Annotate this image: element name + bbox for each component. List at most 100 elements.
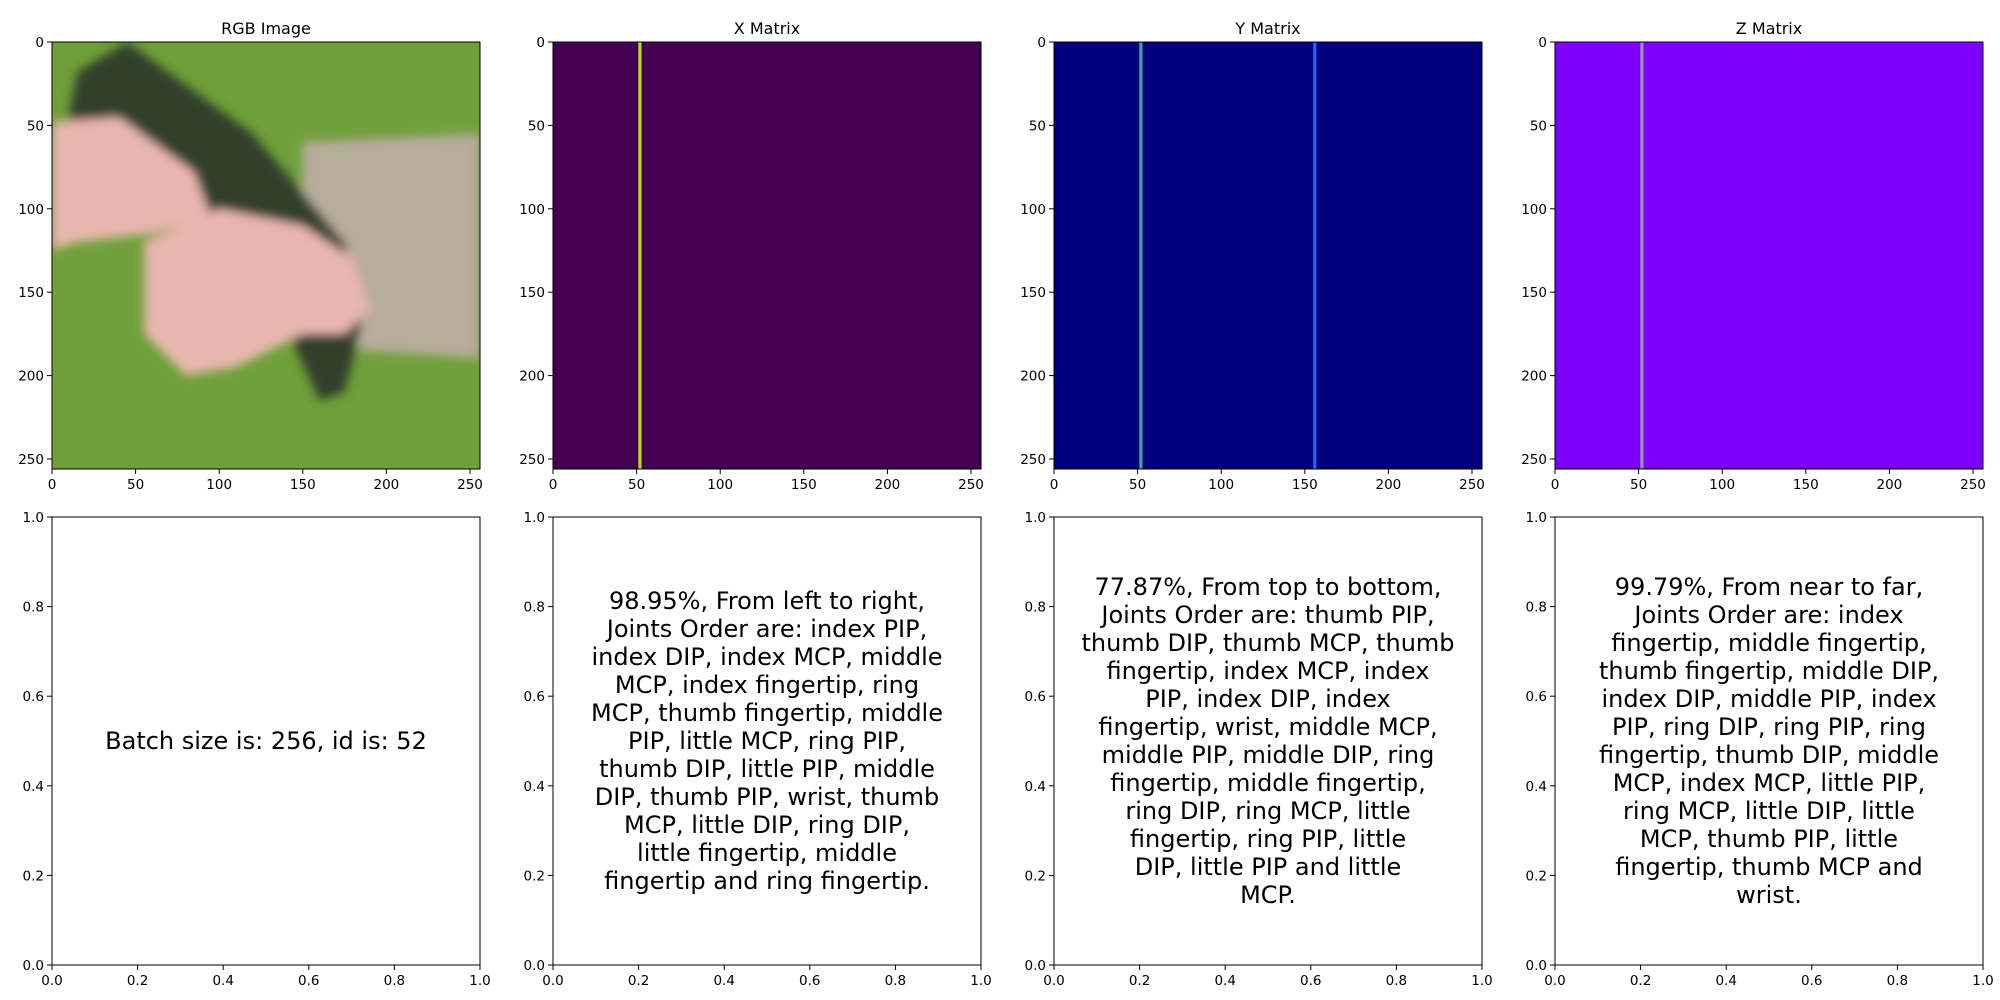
panel-text-line: ring DIP, ring MCP, little — [1125, 797, 1410, 825]
photo-hand-lower — [144, 208, 370, 376]
x-tick-label: 0.2 — [1129, 973, 1150, 989]
x-tick-label: 0.8 — [384, 973, 405, 989]
y-tick-label: 0.4 — [524, 779, 545, 795]
y-tick-label: 250 — [1020, 452, 1046, 468]
panel-text-line: thumb DIP, thumb MCP, thumb — [1081, 629, 1454, 657]
y-tick-label: 250 — [1521, 452, 1547, 468]
y-tick-label: 0.0 — [23, 958, 44, 974]
text-panel-background — [1054, 517, 1482, 965]
x-tick-label: 0.2 — [628, 973, 649, 989]
y-tick-label: 0.6 — [524, 689, 545, 705]
y-tick-label: 50 — [528, 118, 545, 134]
axes-frame — [1053, 516, 1483, 966]
x-tick-label: 0.0 — [1043, 973, 1064, 989]
y-tick-label: 0.8 — [1025, 600, 1046, 616]
y-tick-label: 0.4 — [23, 779, 44, 795]
panel-text-line: 98.95%, From left to right, — [609, 587, 925, 615]
y-tick-label: 150 — [519, 285, 545, 301]
x-tick-label: 0.2 — [127, 973, 148, 989]
axes-frame — [1053, 41, 1483, 470]
x-tick-label: 0 — [48, 477, 57, 493]
x-tick-label: 1.0 — [469, 973, 490, 989]
text-panel-background — [52, 517, 480, 965]
panel-text-line: DIP, little PIP and little — [1135, 853, 1402, 881]
panel-text-line: fingertip, index MCP, index — [1107, 657, 1430, 685]
x-tick-label: 0.8 — [1386, 973, 1407, 989]
panel-text-line: Joints Order are: index PIP, — [605, 615, 927, 643]
axes-frame — [51, 516, 481, 966]
y-tick-label: 200 — [1521, 369, 1547, 385]
y-tick-label: 0.6 — [23, 689, 44, 705]
y-tick-label: 150 — [1521, 285, 1547, 301]
y-tick-label: 0.2 — [1025, 868, 1046, 884]
x-tick-label: 100 — [1208, 477, 1234, 493]
panel-text-line: fingertip, thumb DIP, middle — [1599, 741, 1939, 769]
y-tick-label: 1.0 — [1025, 510, 1046, 526]
panel-title: X Matrix — [734, 19, 800, 38]
x-tick-label: 50 — [628, 477, 645, 493]
panel-text-line: PIP, index DIP, index — [1145, 685, 1391, 713]
axes-frame — [552, 41, 982, 470]
heatmap-background — [553, 42, 981, 469]
x-tick-label: 250 — [958, 477, 984, 493]
x-tick-label: 150 — [1793, 477, 1819, 493]
axes-frame — [1554, 516, 1984, 966]
x-tick-label: 250 — [1960, 477, 1986, 493]
x-tick-label: 0.6 — [1300, 973, 1321, 989]
y-tick-label: 0 — [536, 35, 545, 51]
y-tick-label: 0.2 — [1526, 868, 1547, 884]
y-tick-label: 0.4 — [1526, 779, 1547, 795]
panel-text-line: Joints Order are: thumb PIP, — [1099, 601, 1434, 629]
panel-text-line: Joints Order are: index — [1632, 601, 1903, 629]
panel-text-line: fingertip, middle fingertip, — [1611, 629, 1926, 657]
y-tick-label: 150 — [18, 285, 44, 301]
heatmap-column-1 — [638, 42, 642, 469]
x-tick-label: 100 — [1709, 477, 1735, 493]
panel-text-line: MCP, index fingertip, ring — [615, 671, 919, 699]
y-tick-label: 0.6 — [1526, 689, 1547, 705]
y-tick-label: 100 — [519, 202, 545, 218]
y-tick-label: 0.0 — [524, 958, 545, 974]
panel-text-line: MCP, little DIP, ring DIP, — [624, 811, 910, 839]
panel-7: 77.87%, From top to bottom,Joints Order … — [1025, 510, 1493, 989]
x-tick-label: 150 — [1292, 477, 1318, 493]
panel-text-line: fingertip and ring fingertip. — [604, 867, 930, 895]
y-tick-label: 0.6 — [1025, 689, 1046, 705]
x-tick-label: 0.6 — [799, 973, 820, 989]
panel-5: Batch size is: 256, id is: 52 0.0 0.2 0.4 0.… — [23, 510, 491, 989]
photo-content — [52, 42, 480, 401]
x-tick-label: 0.4 — [1715, 973, 1736, 989]
x-tick-label: 250 — [457, 477, 483, 493]
x-tick-label: 0 — [1551, 477, 1560, 493]
y-tick-label: 0.2 — [524, 868, 545, 884]
y-tick-label: 0.8 — [524, 600, 545, 616]
x-tick-label: 0.6 — [298, 973, 319, 989]
x-tick-label: 0.4 — [1214, 973, 1235, 989]
x-tick-label: 50 — [1630, 477, 1647, 493]
y-tick-label: 200 — [1020, 369, 1046, 385]
panel-text-line: fingertip, thumb MCP and — [1615, 853, 1923, 881]
x-tick-label: 200 — [875, 477, 901, 493]
heatmap-column-1 — [1139, 42, 1143, 469]
panel-8: 99.79%, From near to far,Joints Order ar… — [1526, 510, 1994, 989]
y-tick-label: 0.0 — [1526, 958, 1547, 974]
x-tick-label: 200 — [1877, 477, 1903, 493]
panel-title: RGB Image — [221, 19, 311, 38]
panel-text-line: fingertip, middle fingertip, — [1110, 769, 1425, 797]
y-tick-label: 0.0 — [1025, 958, 1046, 974]
axes-frame — [552, 516, 982, 966]
y-tick-label: 200 — [18, 369, 44, 385]
x-tick-label: 1.0 — [970, 973, 991, 989]
text-panel-background — [1555, 517, 1983, 965]
photo-hand-upper — [52, 117, 211, 251]
x-tick-label: 0.8 — [885, 973, 906, 989]
panel-text-line: index DIP, middle PIP, index — [1601, 685, 1936, 713]
x-tick-label: 200 — [1376, 477, 1402, 493]
panel-text-line: 77.87%, From top to bottom, — [1095, 573, 1442, 601]
panel-text-line: ring MCP, little DIP, little — [1623, 797, 1915, 825]
panel-text-line: fingertip, ring PIP, little — [1130, 825, 1406, 853]
y-tick-label: 1.0 — [524, 510, 545, 526]
